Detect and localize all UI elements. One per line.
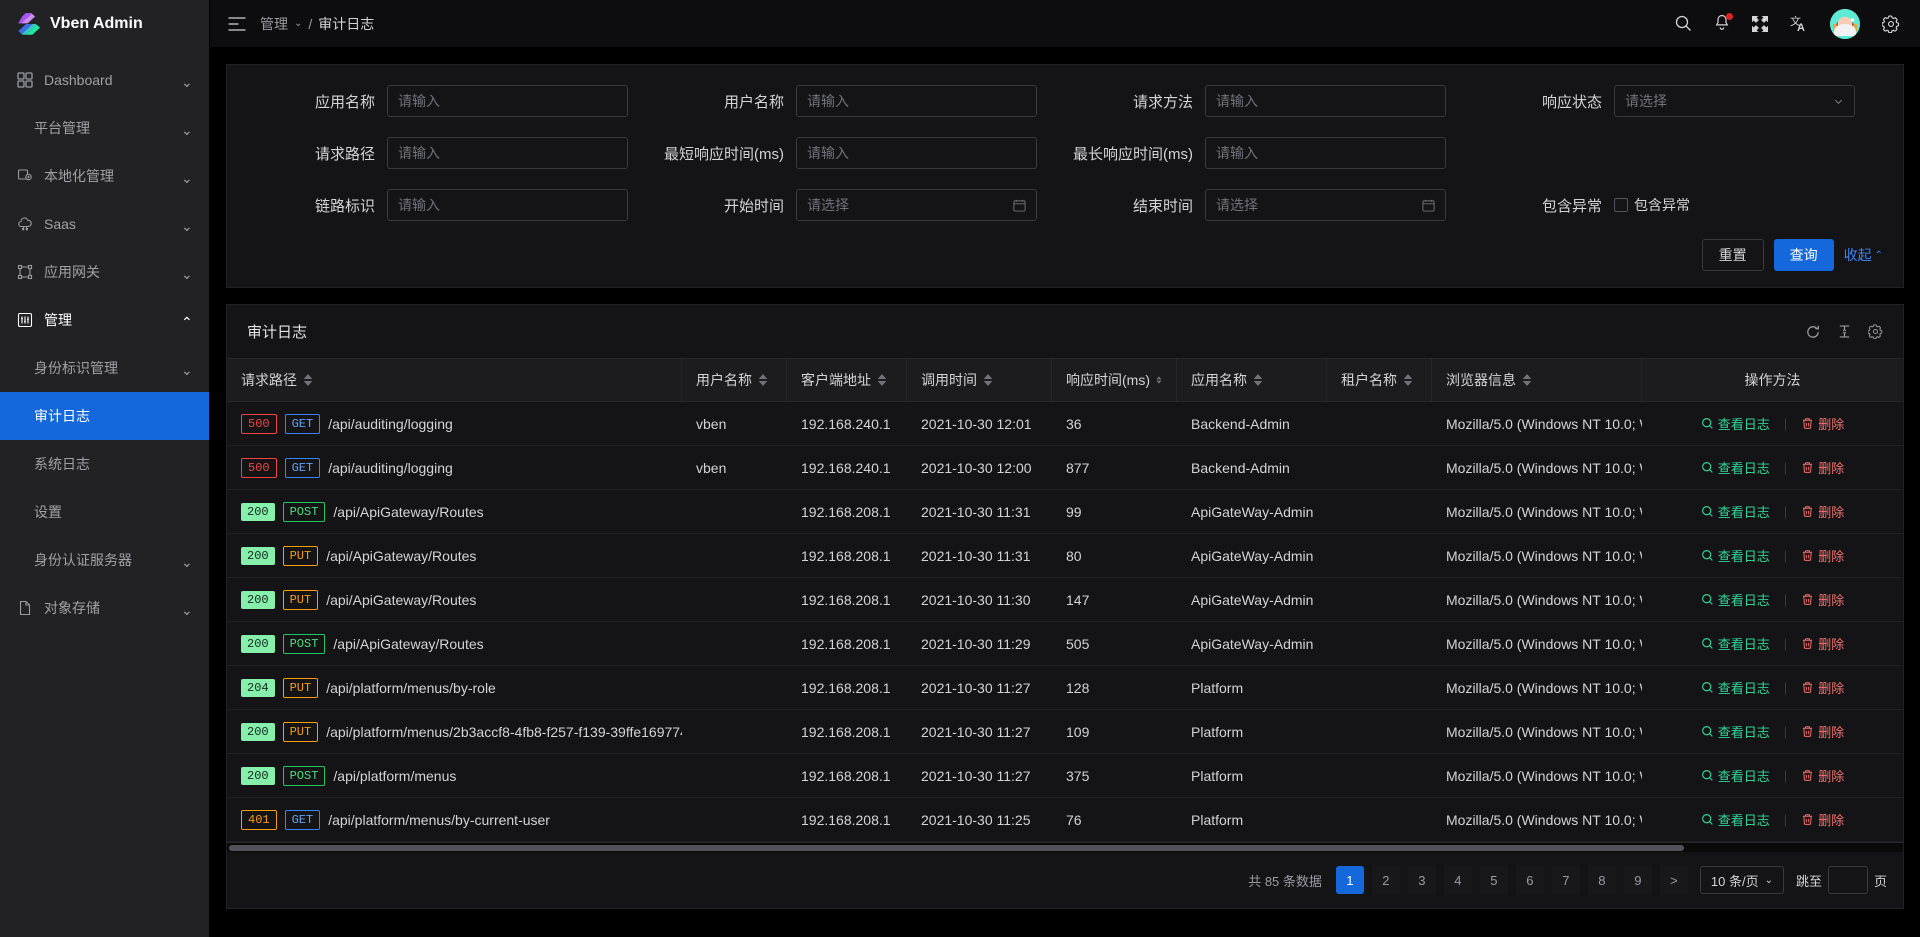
- svg-text:A: A: [1797, 22, 1805, 32]
